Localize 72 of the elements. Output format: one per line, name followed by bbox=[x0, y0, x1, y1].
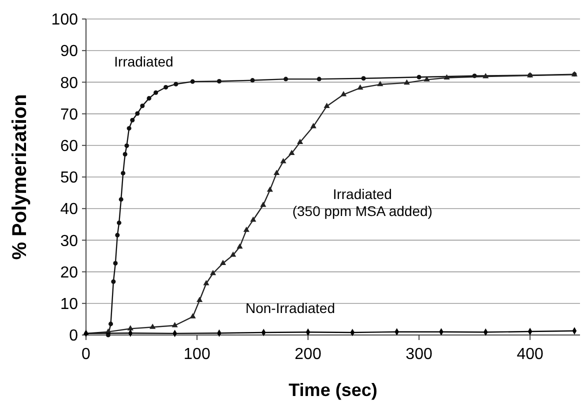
point bbox=[324, 102, 330, 108]
point bbox=[113, 261, 118, 266]
point bbox=[190, 79, 195, 84]
point bbox=[126, 126, 132, 131]
y-tick-label: 80 bbox=[60, 74, 78, 92]
point bbox=[274, 170, 280, 175]
x-tick-label: 200 bbox=[294, 346, 322, 363]
point bbox=[266, 186, 273, 192]
point bbox=[174, 82, 178, 86]
series-label: Non-Irradiated bbox=[246, 300, 336, 316]
point bbox=[250, 216, 256, 222]
point bbox=[120, 170, 126, 176]
x-tick-label: 0 bbox=[82, 346, 91, 363]
point bbox=[122, 152, 128, 156]
point bbox=[296, 138, 304, 144]
point bbox=[203, 280, 210, 286]
point bbox=[404, 79, 410, 85]
y-tick-label: 60 bbox=[60, 138, 78, 155]
y-tick-label: 20 bbox=[60, 264, 78, 282]
x-axis-title: Time (sec) bbox=[288, 380, 378, 400]
y-tick-label: 100 bbox=[51, 12, 78, 29]
point bbox=[124, 143, 129, 148]
point bbox=[340, 91, 347, 96]
point bbox=[140, 104, 145, 108]
point bbox=[210, 270, 216, 276]
point bbox=[416, 74, 422, 80]
point bbox=[284, 76, 288, 82]
point bbox=[196, 296, 203, 302]
point bbox=[250, 78, 255, 83]
x-tick-label: 300 bbox=[406, 346, 432, 363]
point bbox=[444, 74, 450, 80]
point bbox=[424, 76, 430, 82]
point bbox=[111, 279, 116, 284]
point bbox=[310, 122, 316, 128]
x-tick-label: 100 bbox=[184, 346, 210, 363]
point bbox=[216, 79, 222, 84]
series-label: Irradiated bbox=[114, 53, 174, 70]
point bbox=[260, 202, 266, 207]
y-tick-label: 90 bbox=[60, 43, 78, 60]
point bbox=[164, 85, 168, 90]
point bbox=[377, 80, 384, 86]
point bbox=[146, 96, 152, 101]
y-tick-label: 30 bbox=[60, 232, 78, 250]
point bbox=[150, 324, 156, 329]
point bbox=[236, 243, 243, 249]
point bbox=[357, 84, 364, 90]
y-tick-label: 40 bbox=[60, 201, 78, 218]
point bbox=[108, 322, 114, 326]
point bbox=[220, 260, 226, 266]
point bbox=[130, 118, 135, 122]
point bbox=[127, 325, 134, 330]
point bbox=[115, 232, 120, 238]
y-tick-label: 10 bbox=[60, 296, 78, 313]
point bbox=[190, 313, 196, 318]
x-tick-label: 400 bbox=[516, 346, 544, 363]
point bbox=[230, 252, 236, 257]
point bbox=[288, 150, 295, 156]
point bbox=[135, 111, 140, 116]
point bbox=[280, 158, 286, 164]
y-tick-label: 70 bbox=[60, 106, 78, 124]
y-axis-title: % Polymerization bbox=[9, 94, 31, 260]
point bbox=[361, 76, 366, 81]
y-tick-label: 50 bbox=[60, 170, 78, 187]
point bbox=[172, 322, 178, 328]
point bbox=[243, 226, 250, 232]
y-tick-label: 0 bbox=[69, 328, 78, 345]
point bbox=[154, 90, 158, 95]
point bbox=[116, 220, 122, 226]
point bbox=[316, 76, 322, 82]
point bbox=[118, 197, 124, 202]
point bbox=[482, 73, 489, 78]
series-label: Irradiated (350 ppm MSA added) bbox=[292, 186, 432, 220]
